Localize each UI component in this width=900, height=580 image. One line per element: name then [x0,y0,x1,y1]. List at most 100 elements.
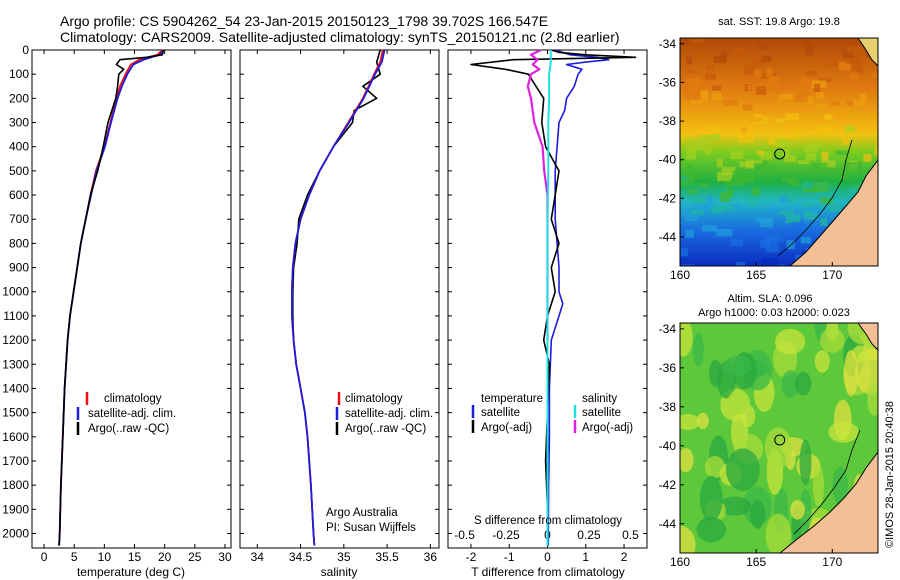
sst-texture-cell [704,73,716,80]
sst-texture-cell [723,100,738,106]
sst-texture-cell [801,89,810,95]
x-tick-label: 36 [424,550,438,564]
map-x-tick-label: 170 [822,555,842,569]
sla-texture-blob [765,513,791,553]
salinity-x-axis: 34 34.5 35 35.5 36 [251,50,438,564]
sst-texture-cell [712,85,722,94]
sla-texture-blob [795,371,812,396]
sst-texture-cell [774,118,786,123]
s-diff-tick-label: -0.25 [492,528,520,542]
sst-texture-cell [682,264,695,266]
sla-map [680,323,878,553]
s-diff-tick-label: -0.5 [454,528,475,542]
sst-texture-cell [804,144,818,152]
sst-texture-cell [851,60,862,70]
sst-texture-cell [685,56,693,65]
sst-texture-cell [761,56,772,62]
legend-label-sal-argo: Argo(-adj) [582,422,633,434]
depth-tick-label: 600 [9,188,29,202]
sst-texture-cell [755,86,767,95]
sst-texture-cell [811,206,822,215]
sst-texture-cell [786,194,796,203]
legend-label-temp-argo: Argo(-adj) [481,422,532,434]
sst-texture-cell [780,134,796,139]
sst-texture-cell [711,206,723,214]
sst-texture-cell [789,179,800,187]
sst-texture-cell [811,56,827,61]
sst-texture-cell [720,50,728,61]
depth-tick-label: 200 [9,91,29,105]
sla-land-new-zealand [779,451,878,553]
sst-texture-cell [766,83,779,92]
sst-texture-cell [698,182,709,188]
series-line-satellite-adj-clim- [290,50,386,546]
sst-texture-cell [768,207,777,213]
sst-texture-cell [706,64,714,71]
sst-texture-cell [750,64,759,69]
sla-texture-blob [799,439,812,486]
sst-texture-cell [801,39,815,47]
sla-texture-blob [764,427,792,469]
sst-texture-cell [766,67,773,78]
depth-axis: 0 100 200 300 400 500 600 700 800 900 1000 1100 1200… [2,43,647,540]
sst-texture-cell [805,152,817,161]
legend-label-climatology: climatology [104,393,162,405]
sla-texture-blob [680,525,696,553]
sst-texture-cell [712,130,723,137]
legend-label-argo: Argo(..raw -QC) [345,423,426,435]
sst-land-new-zealand [789,159,878,266]
sst-texture-cell [804,46,813,56]
depth-tick-label: 1600 [2,430,29,444]
figure-title-line1: Argo profile: CS 5904262_54 23-Jan-2015 … [60,13,548,29]
sst-texture-cell [796,78,811,84]
sst-texture-cell [751,160,763,165]
difference-profiles [470,50,637,546]
sst-texture-cell [691,210,704,215]
sst-texture-cell [734,192,741,197]
sst-texture-cell [720,191,731,202]
series-line-climatology [290,50,384,546]
sst-texture-cell [846,100,854,106]
s-diff-tick-label: 0.5 [622,528,639,542]
s-diff-tick-label: 0.25 [577,528,601,542]
sst-texture-cell [690,195,705,204]
sst-texture-cell [830,100,840,106]
depth-tick-label: 400 [9,140,29,154]
sst-texture-cell [690,99,702,104]
temperature-plot-frame [31,49,232,549]
sst-texture-cell [818,126,835,136]
sst-texture-cell [840,38,851,44]
sst-texture-cell [823,115,830,120]
temperature-x-label: temperature (deg C) [77,565,185,579]
x-tick-label: 35.5 [375,550,399,564]
sst-texture-cell [693,203,704,211]
sla-map-axes: 160 165 170 -34 -36 -38 -40 -42 -44 [659,322,843,569]
sst-texture-cell [713,55,727,64]
sst-texture-cell [803,210,818,220]
sst-texture-cell [874,146,878,156]
sla-texture-blob [727,389,750,415]
depth-tick-label: 1100 [3,309,29,323]
sst-texture-cell [760,151,773,160]
map-x-tick-label: 165 [746,268,766,282]
legend-label-satellite: satellite-adj. clim. [88,408,176,420]
sst-texture-cell [768,163,776,169]
salinity-profiles [290,50,386,546]
map-y-tick-label: -42 [659,191,677,205]
sst-texture-cell [785,113,800,121]
sla-texture-blob [790,500,805,520]
series-line-temperature-argo-adj- [470,50,637,546]
sst-texture-cell [742,174,755,183]
map-x-tick-label: 160 [670,555,690,569]
depth-tick-label: 1500 [2,406,29,420]
temperature-x-axis: 0 5 10 15 20 25 30 [41,50,232,564]
map-y-tick-label: -34 [659,37,677,51]
sst-texture-cell [780,210,794,215]
x-tick-label: 5 [71,550,78,564]
sst-texture-cell [709,125,718,131]
sst-texture-cell [701,225,717,232]
sst-texture-cell [828,193,837,199]
sst-texture-cell [757,40,768,50]
sst-texture-cell [781,149,790,157]
